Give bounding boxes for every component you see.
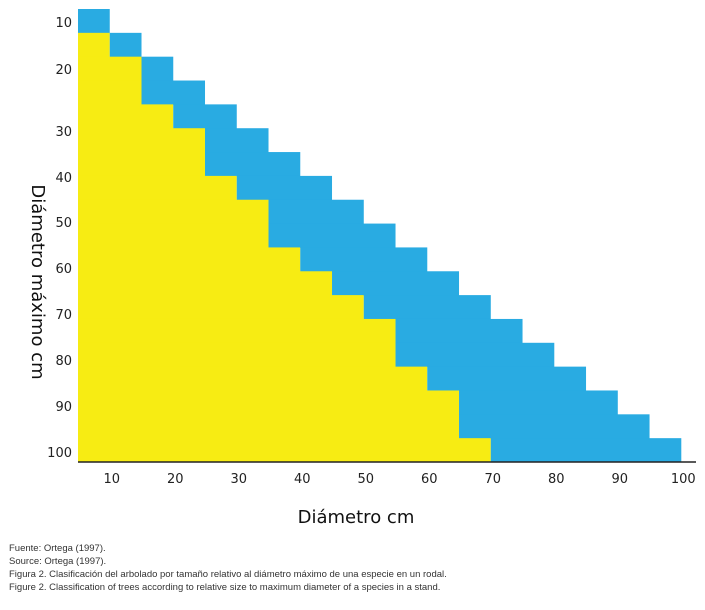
cell-upper-band <box>268 199 364 225</box>
cell-upper-band <box>141 80 206 105</box>
cell-lower-band <box>78 56 142 82</box>
cell-upper-band <box>427 366 587 391</box>
cell-upper-band <box>395 318 523 344</box>
x-tick-label: 60 <box>421 472 438 487</box>
cell-upper-band <box>205 128 269 153</box>
y-tick-label: 80 <box>55 354 72 369</box>
cell-upper-band <box>109 32 142 58</box>
cell-upper-band <box>78 9 110 34</box>
y-tick-label: 10 <box>55 16 72 31</box>
cell-upper-band <box>300 247 428 272</box>
cell-lower-band <box>78 152 206 177</box>
cell-lower-band <box>78 199 269 225</box>
x-tick-label: 80 <box>548 472 565 487</box>
cell-lower-band <box>78 295 364 320</box>
x-tick-label: 70 <box>485 472 502 487</box>
x-tick-label: 90 <box>612 472 629 487</box>
cell-upper-band <box>490 438 682 463</box>
cell-lower-band <box>78 104 174 129</box>
x-tick-label: 10 <box>103 472 120 487</box>
x-tick-label: 20 <box>167 472 184 487</box>
y-tick-label: 50 <box>55 216 72 231</box>
cell-lower-band <box>78 223 269 248</box>
cell-lower-band <box>78 80 142 105</box>
cell-upper-band <box>173 104 237 129</box>
cell-lower-band <box>78 247 301 272</box>
y-axis-title: Diámetro máximo cm <box>27 184 48 379</box>
cell-lower-band <box>78 414 460 439</box>
cell-upper-band <box>363 295 491 320</box>
y-tick-label: 20 <box>55 63 72 78</box>
source-en: Source: Ortega (1997). <box>9 556 107 567</box>
cell-upper-band <box>332 271 460 296</box>
cell-upper-band <box>268 223 396 248</box>
x-tick-label: 50 <box>357 472 374 487</box>
y-tick-label: 70 <box>55 308 72 323</box>
cell-upper-band <box>459 390 618 415</box>
cell-lower-band <box>78 390 460 415</box>
y-tick-label: 30 <box>55 125 72 140</box>
caption-en: Figure 2. Classification of trees accord… <box>9 582 441 593</box>
y-tick-label: 90 <box>55 400 72 415</box>
y-tick-label: 60 <box>55 262 72 277</box>
chart: 10 20 30 40 50 60 70 80 90 100 10 20 30 40 50 60 70 80 90… <box>27 9 696 528</box>
cell-lower-band <box>78 271 333 296</box>
cell-lower-band <box>78 438 491 463</box>
x-axis-title: Diámetro cm <box>298 507 415 528</box>
x-tick-label: 100 <box>671 472 696 487</box>
cell-upper-band <box>236 175 333 201</box>
cell-upper-band <box>141 56 174 82</box>
cell-lower-band <box>78 128 206 153</box>
caption-es: Figura 2. Clasificación del arbolado por… <box>9 569 447 580</box>
cell-upper-band <box>459 414 650 439</box>
cell-lower-band <box>78 32 110 58</box>
chart-cells <box>78 9 682 463</box>
cell-upper-band <box>205 152 301 177</box>
y-tick-label: 100 <box>47 446 72 461</box>
y-tick-label: 40 <box>55 171 72 186</box>
x-tick-label: 30 <box>230 472 247 487</box>
x-tick-labels: 10 20 30 40 50 60 70 80 90 100 <box>103 472 695 487</box>
cell-lower-band <box>78 318 396 344</box>
figure-notes: Fuente: Ortega (1997). Source: Ortega (1… <box>9 542 699 594</box>
y-tick-labels: 10 20 30 40 50 60 70 80 90 100 <box>47 16 72 461</box>
x-tick-label: 40 <box>294 472 311 487</box>
cell-upper-band <box>395 342 555 368</box>
cell-lower-band <box>78 175 237 201</box>
cell-lower-band <box>78 366 428 391</box>
source-es: Fuente: Ortega (1997). <box>9 543 106 554</box>
cell-lower-band <box>78 342 396 368</box>
